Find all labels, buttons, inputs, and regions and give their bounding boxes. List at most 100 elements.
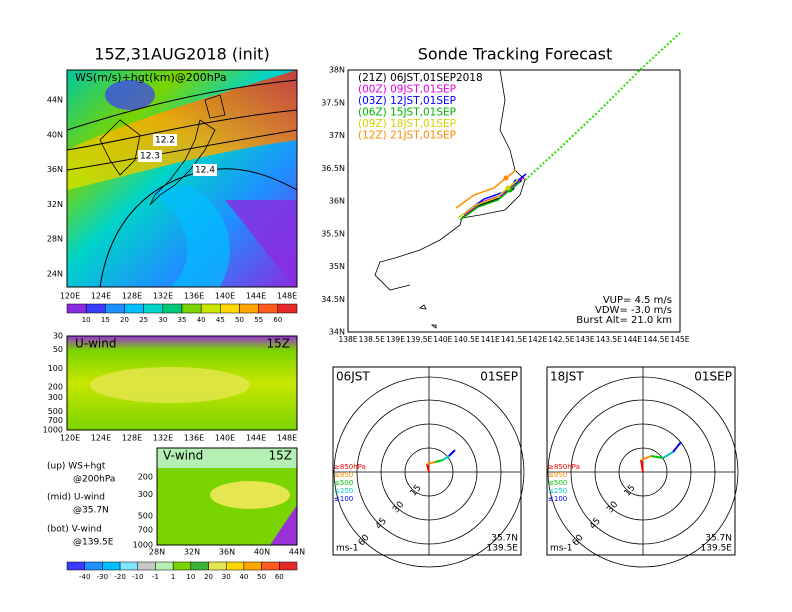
note: (mid) U-wind bbox=[47, 493, 105, 503]
lon-label: 132E bbox=[153, 434, 173, 443]
colorbar-label: 20 bbox=[204, 573, 213, 581]
note: @139.5E bbox=[73, 538, 114, 548]
hodo-segment bbox=[640, 459, 644, 473]
contour-label-bg bbox=[153, 134, 177, 146]
colorbar-label: -40 bbox=[79, 573, 90, 581]
vwind-top bbox=[157, 448, 297, 468]
colorbar-box bbox=[279, 561, 298, 571]
colorbar-label: 40 bbox=[239, 573, 248, 581]
panel-time: 15Z bbox=[267, 337, 291, 351]
lon-label: 132E bbox=[153, 292, 173, 301]
colorbar-label: -20 bbox=[114, 573, 125, 581]
lat-label: 32N bbox=[47, 200, 63, 209]
colorbar-box bbox=[190, 561, 209, 571]
hodo-segment bbox=[434, 459, 444, 463]
left-title: 15Z,31AUG2018 (init) bbox=[94, 45, 269, 64]
track bbox=[457, 179, 519, 219]
lon-label: 142E bbox=[528, 335, 547, 344]
info: VDW= -3.0 m/s bbox=[595, 305, 672, 316]
lat-label: 28N bbox=[149, 548, 165, 557]
colorbar-box bbox=[102, 561, 121, 571]
lon-label: 124E bbox=[91, 292, 111, 301]
level-label: ≤250 bbox=[334, 487, 353, 495]
lon-label: 148E bbox=[277, 292, 297, 301]
lon-label: 140E bbox=[433, 335, 452, 344]
map-label: WS(m/s)+hgt(km)@200hPa bbox=[75, 71, 227, 84]
level-label: ≥850hPa bbox=[334, 463, 366, 471]
landing-point bbox=[503, 175, 509, 181]
colorbar-box bbox=[172, 561, 192, 571]
level-label: ≤850 bbox=[548, 471, 567, 479]
colorbar-box bbox=[137, 561, 156, 571]
lon-label: 124E bbox=[91, 434, 111, 443]
hodo-segment bbox=[448, 449, 456, 457]
panel-label: V-wind bbox=[163, 449, 203, 463]
lon-label: 138E bbox=[338, 335, 357, 344]
lat-label: 24N bbox=[47, 270, 63, 279]
colorbar-box bbox=[181, 303, 202, 314]
note: @35.7N bbox=[73, 506, 109, 516]
lon-label: 139.5E bbox=[406, 335, 432, 344]
legend-entry: (03Z) 12JST,01SEP bbox=[358, 95, 456, 107]
colorbar-label: 50 bbox=[235, 316, 244, 324]
colorbar-box bbox=[105, 303, 125, 314]
p-label: 100 bbox=[48, 364, 63, 373]
colorbar-label: 45 bbox=[216, 316, 225, 324]
lon-label: 136E bbox=[184, 434, 204, 443]
contour-label-bg bbox=[193, 164, 217, 176]
lon-label: 143E bbox=[576, 335, 595, 344]
level-label: ≤500 bbox=[334, 479, 353, 487]
lon-label: 136E bbox=[184, 292, 204, 301]
map-frame bbox=[66, 69, 298, 288]
lon-label: 139E bbox=[386, 335, 405, 344]
colorbar-label: 60 bbox=[275, 573, 284, 581]
colorbar-label: 40 bbox=[197, 316, 206, 324]
burst-track bbox=[524, 32, 681, 181]
right-title: Sonde Tracking Forecast bbox=[418, 45, 613, 64]
lat-label: 37N bbox=[329, 131, 345, 140]
vwind-core bbox=[210, 481, 290, 509]
vwind-frame bbox=[156, 447, 298, 546]
coastline bbox=[374, 69, 526, 291]
colorbar-label: 10 bbox=[82, 316, 91, 324]
lat-label: 38N bbox=[329, 66, 345, 75]
colorbar-box bbox=[66, 303, 87, 314]
legend-entry: (12Z) 21JST,01SEP bbox=[358, 130, 456, 142]
tracks bbox=[455, 32, 681, 221]
info: VUP= 4.5 m/s bbox=[603, 295, 672, 306]
lat-label: 36N bbox=[329, 197, 345, 206]
colorbar-box bbox=[225, 561, 245, 571]
p-label: 500 bbox=[138, 511, 153, 520]
colorbar-box bbox=[208, 561, 227, 571]
uwind-frame bbox=[66, 335, 298, 431]
lat-label: 28N bbox=[47, 235, 63, 244]
colorbar-label: 10 bbox=[186, 573, 195, 581]
hodo-time: 18JST bbox=[550, 370, 584, 384]
hodo-segment bbox=[426, 461, 436, 465]
panel-time: 15Z bbox=[269, 449, 293, 463]
lon-label: 140E bbox=[215, 434, 235, 443]
colorbar-box bbox=[277, 303, 298, 314]
lon-label: 148E bbox=[277, 434, 297, 443]
p-label: 50 bbox=[53, 345, 63, 354]
colorbar-box bbox=[143, 303, 164, 314]
lon-label: 145E bbox=[670, 335, 689, 344]
lon-label: 139.5E bbox=[487, 544, 519, 554]
hodo-segment bbox=[640, 455, 652, 461]
p-label: 30 bbox=[53, 332, 63, 341]
colorbar-box bbox=[261, 561, 280, 571]
p-label: 200 bbox=[138, 473, 153, 482]
lon-label: 141E bbox=[481, 335, 500, 344]
lat-label: 36.5N bbox=[321, 164, 345, 173]
lon-label: 138.5E bbox=[359, 335, 385, 344]
p-label: 500 bbox=[48, 407, 63, 416]
lon-label: 128E bbox=[122, 292, 142, 301]
p-label: 1000 bbox=[133, 541, 153, 550]
hodo-segment bbox=[426, 463, 430, 473]
level-label: ≤500 bbox=[548, 479, 567, 487]
legend-entry: (21Z) 06JST,01SEP2018 bbox=[358, 72, 483, 84]
hodo-segment bbox=[650, 455, 664, 459]
colorbar-box bbox=[85, 303, 106, 314]
lon-label: 120E bbox=[60, 292, 80, 301]
colorbar-label: 25 bbox=[139, 316, 148, 324]
